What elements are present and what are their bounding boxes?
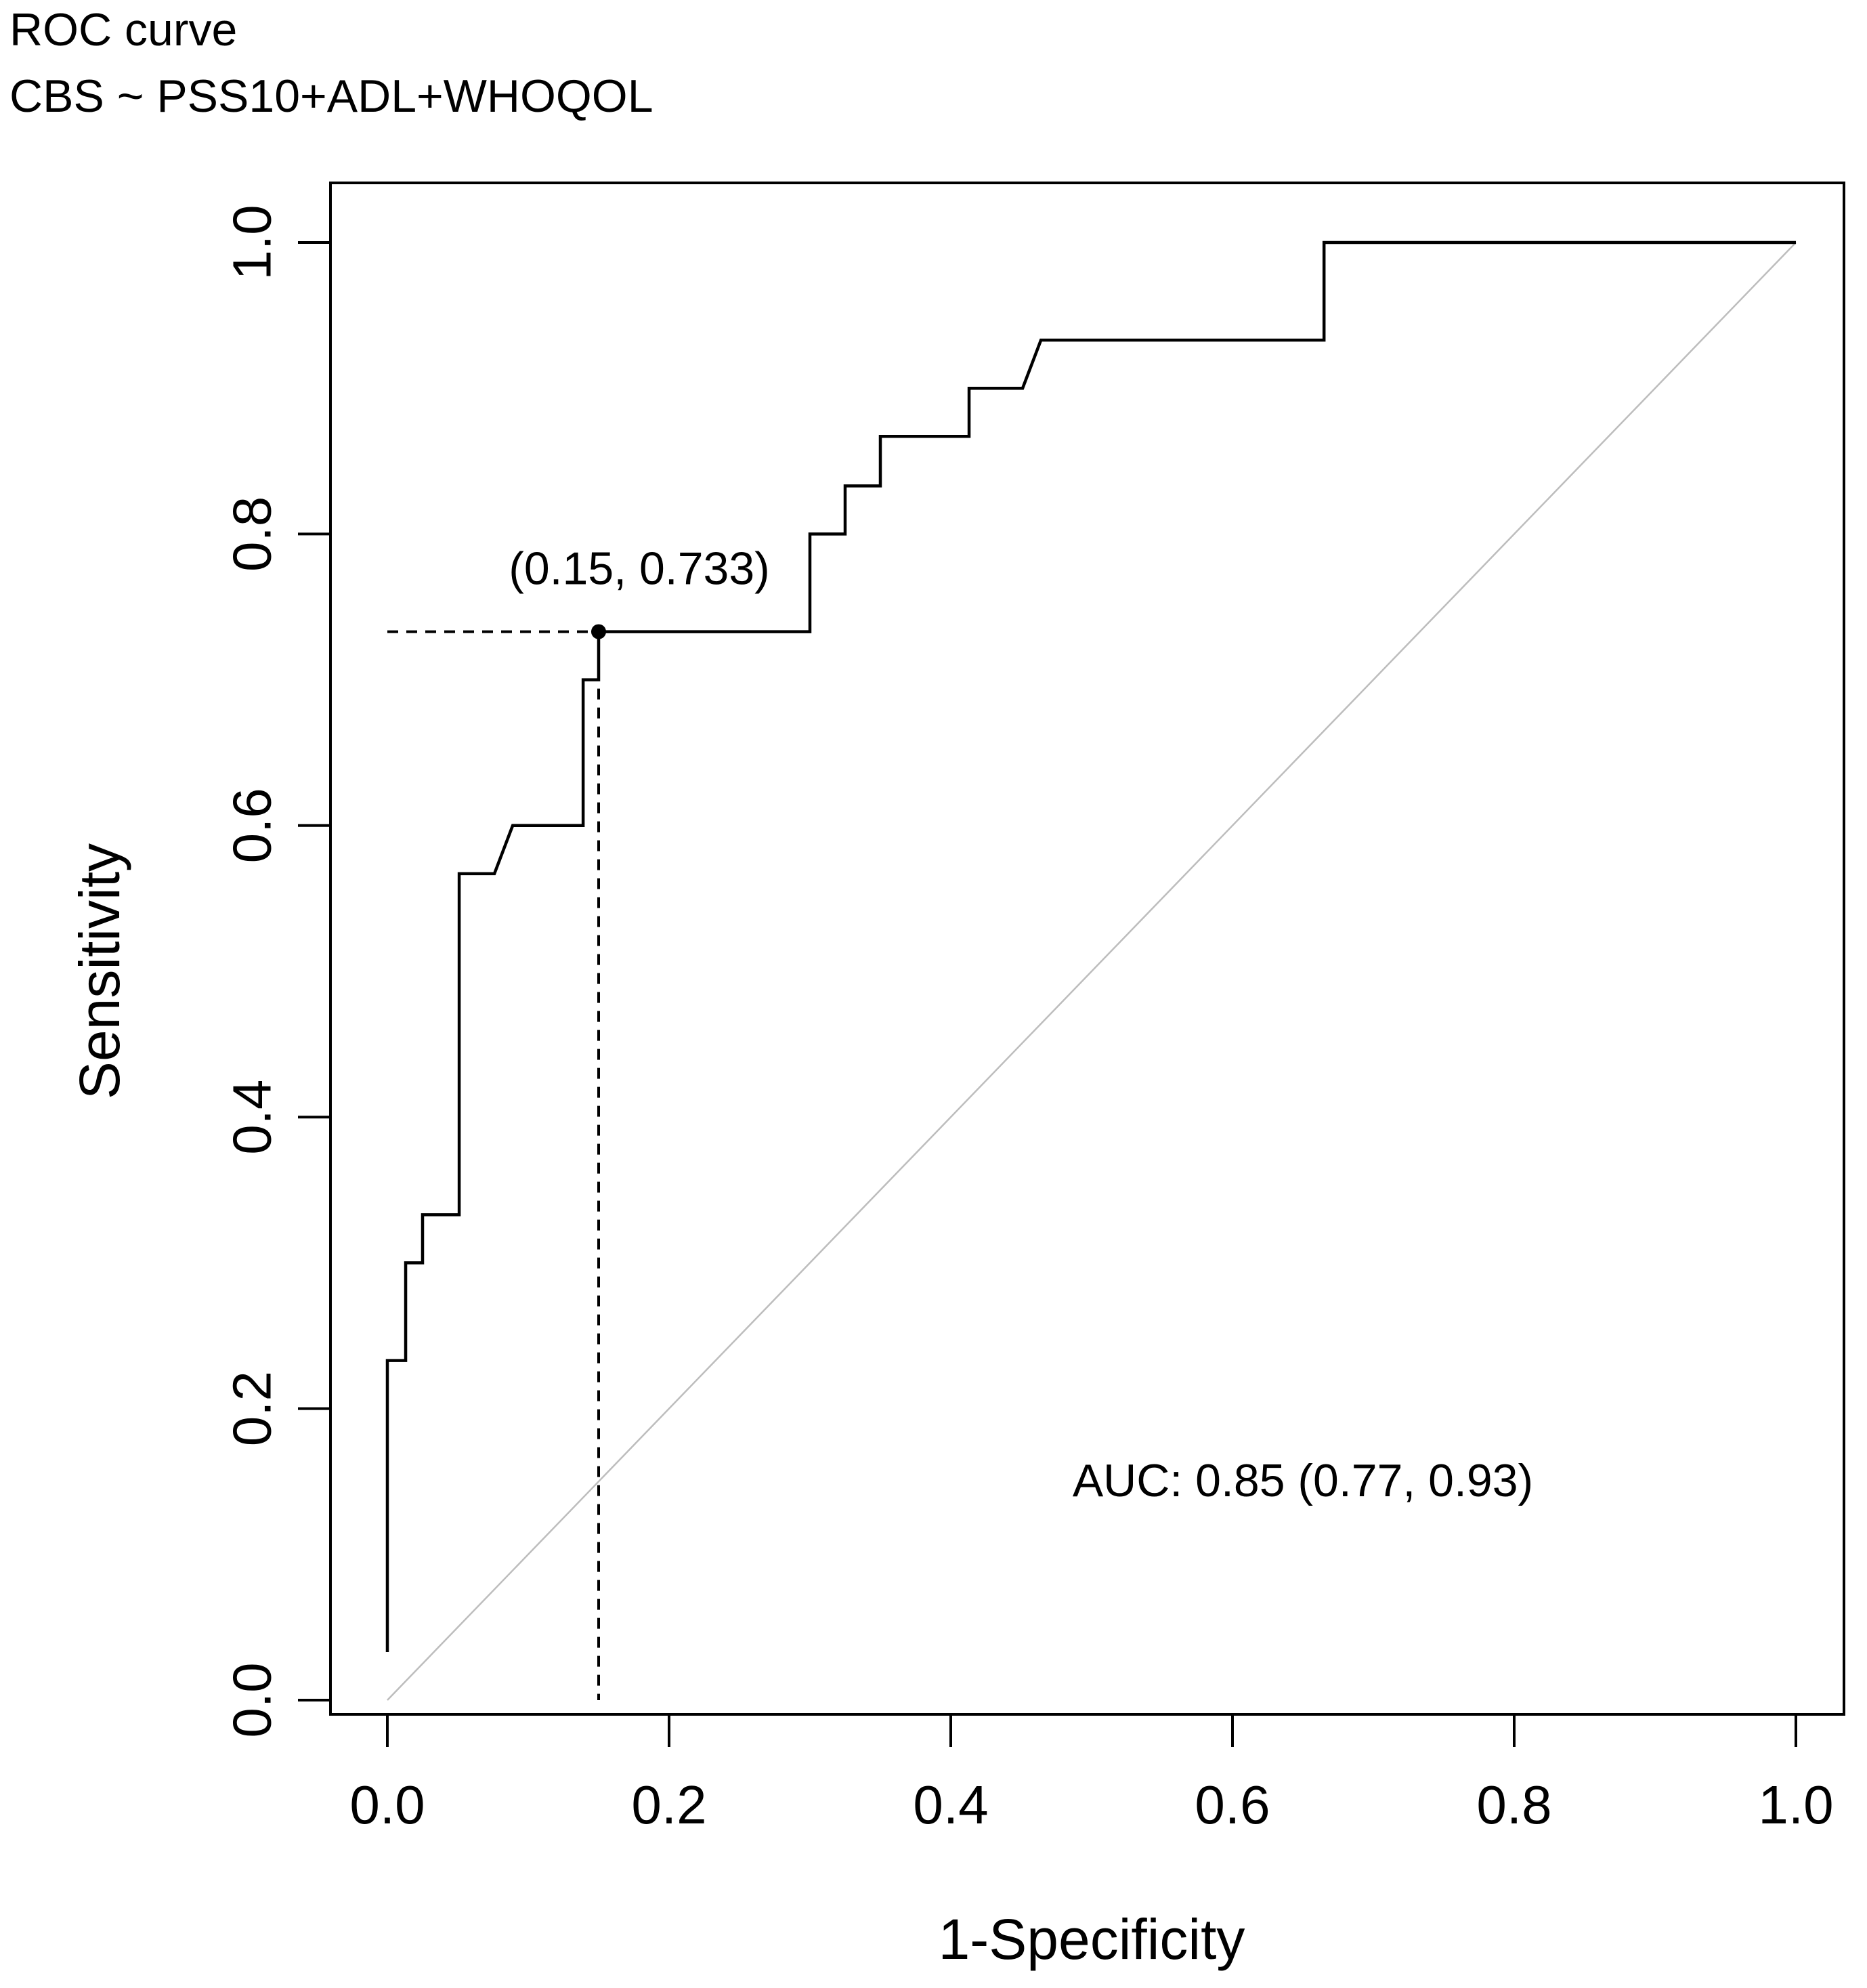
auc-label: AUC: 0.85 (0.77, 0.93) [1073, 1455, 1533, 1506]
y-axis-title: Sensitivity [68, 843, 131, 1099]
x-tick-label: 0.2 [631, 1775, 706, 1835]
y-tick-label: 0.0 [222, 1662, 282, 1737]
y-tick-label: 0.2 [222, 1371, 282, 1446]
x-axis: 0.0 0.2 0.4 0.6 0.8 1.0 [349, 1713, 1834, 1835]
x-tick-label: 0.6 [1195, 1775, 1270, 1835]
y-tick-label: 0.8 [222, 496, 282, 572]
chart-title: ROC curve [9, 4, 238, 56]
y-tick-label: 1.0 [222, 205, 282, 280]
roc-curve-points [387, 242, 1797, 1653]
x-tick-label: 0.0 [349, 1775, 425, 1835]
y-axis: 0.0 0.2 0.4 0.6 0.8 1.0 [222, 205, 332, 1738]
y-tick-label: 0.6 [222, 788, 282, 863]
roc-curve-line [385, 240, 1796, 1652]
chart-subtitle: CBS ~ PSS10+ADL+WHOQOL [9, 70, 653, 122]
y-tick-label: 0.4 [222, 1080, 282, 1155]
x-tick-label: 1.0 [1758, 1775, 1833, 1835]
x-axis-title: 1-Specificity [939, 1907, 1245, 1971]
x-tick-label: 0.8 [1476, 1775, 1551, 1835]
optimal-point-label: (0.15, 0.733) [509, 543, 770, 595]
optimal-point-marker [591, 624, 606, 639]
chance-diagonal-line [387, 242, 1797, 1701]
x-tick-label: 0.4 [913, 1775, 988, 1835]
